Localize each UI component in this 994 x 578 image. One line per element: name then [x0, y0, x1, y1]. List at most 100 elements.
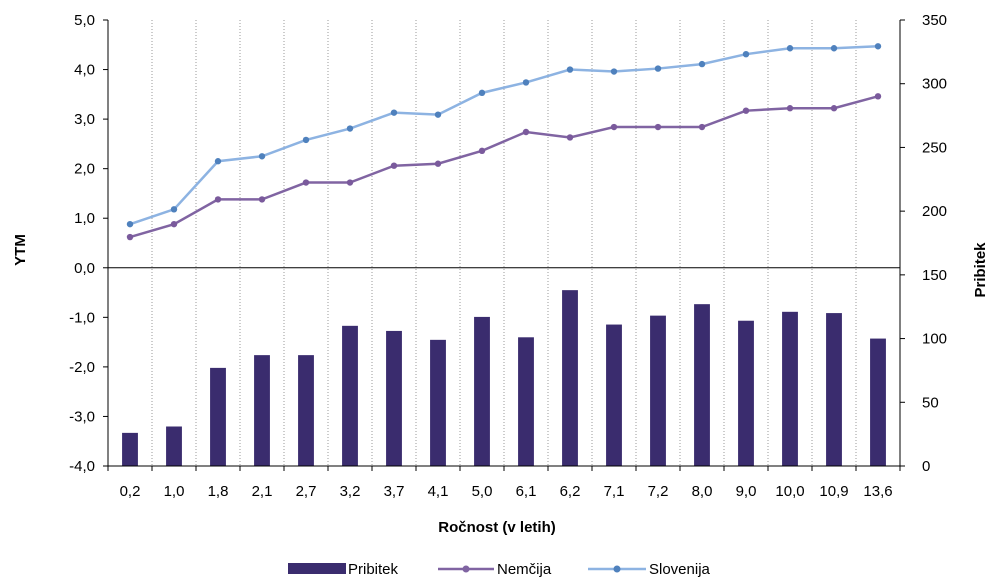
x-tick-label: 3,7 [384, 483, 405, 500]
series-point-slovenija [610, 68, 618, 75]
right-tick-label: 100 [922, 331, 947, 348]
left-tick-label: 1,0 [74, 210, 95, 227]
series-point-nemcija [126, 233, 134, 241]
x-axis-ticks: 0,2 1,0 1,8 2,1 2,7 3,2 3,7 4,1 5,0 6,1 6,2 7,1 7,2 8… [107, 466, 901, 500]
x-tick-label: 3,2 [340, 483, 361, 500]
bar-series-pribitek [122, 290, 886, 466]
x-tick-label: 7,2 [648, 483, 669, 500]
series-point-slovenija [566, 66, 574, 73]
left-tick-label: 2,0 [74, 161, 95, 178]
bar-pribitek [298, 355, 314, 466]
right-tick-label: 250 [922, 139, 947, 156]
left-tick-label: 4,0 [74, 62, 95, 79]
series-point-slovenija [698, 60, 706, 68]
bar-pribitek [826, 313, 842, 466]
series-point-slovenija [522, 79, 530, 86]
series-point-slovenija [874, 43, 882, 50]
bar-pribitek [738, 320, 754, 466]
x-axis-title: Ročnost (v letih) [438, 519, 556, 536]
series-point-nemcija [654, 123, 662, 131]
series-point-nemcija [786, 105, 794, 112]
x-tick-label: 6,2 [560, 483, 581, 500]
right-tick-label: 300 [922, 76, 947, 93]
bar-pribitek [210, 367, 226, 466]
legend-label-slovenija: Slovenija [649, 561, 711, 578]
bar-pribitek [562, 290, 578, 466]
series-point-nemcija [170, 220, 178, 228]
series-point-slovenija [214, 158, 222, 165]
series-point-nemcija [258, 196, 266, 203]
x-tick-label: 1,0 [164, 483, 185, 500]
series-point-slovenija [830, 45, 838, 52]
x-tick-label: 7,1 [604, 483, 625, 500]
bar-pribitek [430, 339, 446, 466]
series-point-nemcija [698, 123, 706, 131]
series-point-nemcija [390, 162, 398, 169]
series-point-nemcija [434, 160, 442, 167]
right-tick-label: 50 [922, 394, 939, 411]
x-tick-label: 5,0 [472, 483, 493, 500]
series-point-nemcija [742, 107, 750, 114]
series-point-nemcija [610, 123, 618, 131]
bar-pribitek [386, 330, 402, 466]
series-point-nemcija [830, 105, 838, 112]
x-tick-label: 10,9 [819, 483, 848, 500]
bar-pribitek [606, 324, 622, 466]
x-tick-label: 13,6 [863, 483, 892, 500]
series-point-slovenija [786, 45, 794, 52]
left-axis-ticks: -4,0 -3,0 -2,0 -1,0 0,0 1,0 2,0 3,0 4,0 5,0 [69, 12, 108, 475]
left-tick-label: -1,0 [69, 309, 95, 326]
series-point-nemcija [874, 93, 882, 100]
left-tick-label: -3,0 [69, 408, 95, 425]
series-point-nemcija [522, 128, 530, 136]
series-point-slovenija [390, 109, 398, 116]
series-point-slovenija [258, 153, 266, 160]
legend-label-nemcija: Nemčija [497, 561, 552, 578]
legend: Pribitek Nemčija Slovenija [288, 561, 711, 578]
right-tick-label: 200 [922, 203, 947, 220]
x-tick-label: 4,1 [428, 483, 449, 500]
bar-pribitek [342, 325, 358, 466]
bar-pribitek [782, 311, 798, 466]
legend-label-pribitek: Pribitek [348, 561, 399, 578]
x-tick-label: 10,0 [775, 483, 804, 500]
series-point-nemcija [302, 179, 310, 186]
right-tick-label: 150 [922, 267, 947, 284]
x-tick-label: 8,0 [692, 483, 713, 500]
right-axis-ticks: 0 50 100 150 200 250 300 350 [900, 12, 947, 475]
series-line-nemcija [129, 95, 879, 239]
bar-pribitek [474, 316, 490, 466]
series-point-nemcija [478, 147, 486, 155]
left-tick-label: 3,0 [74, 111, 95, 128]
series-point-nemcija [346, 179, 354, 186]
x-tick-label: 2,7 [296, 483, 317, 500]
series-line-slovenija [129, 45, 879, 226]
legend-swatch-pribitek [288, 563, 346, 574]
vertical-gridlines [151, 20, 857, 466]
bar-pribitek [694, 304, 710, 466]
series-point-slovenija [126, 220, 134, 228]
x-tick-label: 2,1 [252, 483, 273, 500]
series-point-slovenija [742, 50, 750, 58]
left-tick-label: 0,0 [74, 260, 95, 277]
right-tick-label: 350 [922, 12, 947, 29]
left-axis-title: YTM [12, 234, 29, 266]
left-tick-label: 5,0 [74, 12, 95, 29]
series-point-nemcija [566, 134, 574, 141]
x-tick-label: 0,2 [120, 483, 141, 500]
legend-marker-slovenija [613, 565, 621, 573]
bar-pribitek [254, 355, 270, 466]
bar-pribitek [166, 426, 182, 466]
series-point-slovenija [478, 89, 486, 97]
series-point-nemcija [214, 196, 222, 203]
bar-pribitek [650, 315, 666, 466]
left-tick-label: -4,0 [69, 458, 95, 475]
bar-pribitek [518, 337, 534, 466]
x-tick-label: 1,8 [208, 483, 229, 500]
x-tick-label: 9,0 [736, 483, 757, 500]
series-point-slovenija [654, 65, 662, 72]
left-tick-label: -2,0 [69, 359, 95, 376]
series-point-slovenija [170, 206, 178, 213]
series-point-slovenija [302, 136, 310, 144]
